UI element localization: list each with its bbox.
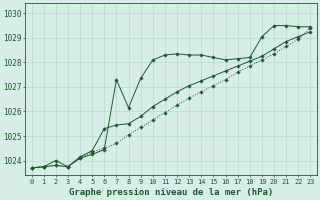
X-axis label: Graphe pression niveau de la mer (hPa): Graphe pression niveau de la mer (hPa): [69, 188, 273, 197]
